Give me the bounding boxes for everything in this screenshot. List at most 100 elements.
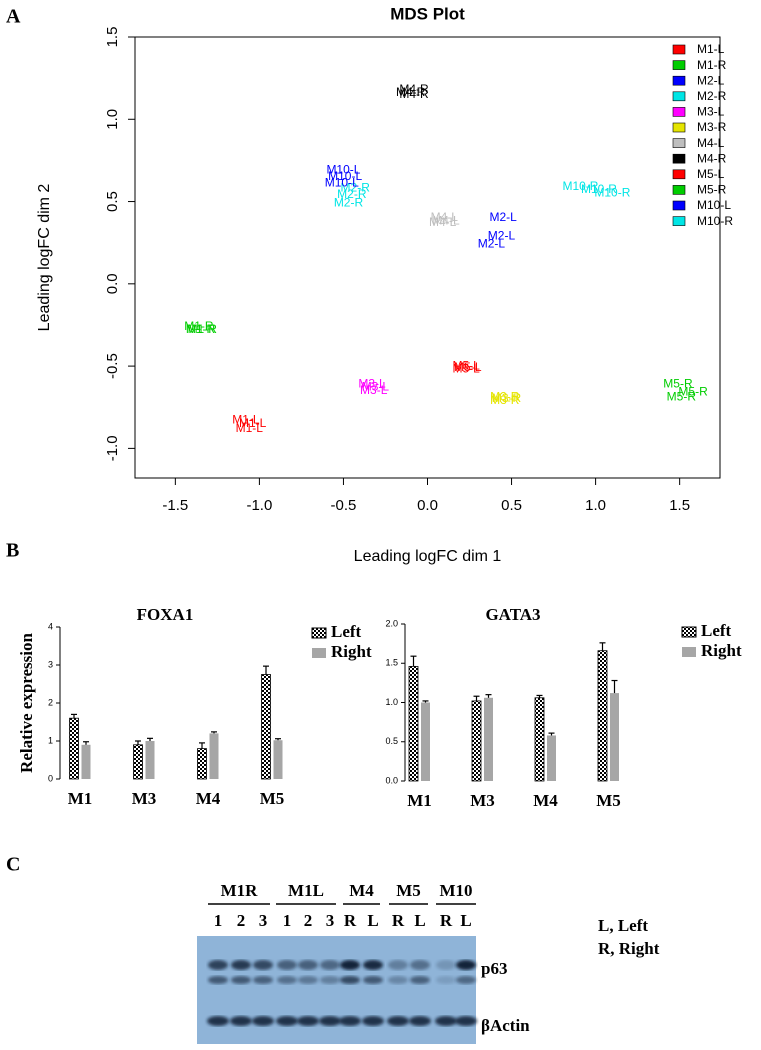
point-label: M3-L bbox=[362, 380, 390, 394]
y-tick-label: 1.0 bbox=[385, 697, 398, 707]
band bbox=[363, 960, 383, 970]
x-tick-label: M4 bbox=[196, 789, 221, 808]
y-tick-label: -0.5 bbox=[104, 353, 121, 379]
point-label: M3-R bbox=[492, 391, 522, 405]
legend-label: M1-L bbox=[697, 42, 725, 56]
bar bbox=[534, 697, 545, 782]
band bbox=[387, 1016, 409, 1026]
point-label: M5-R bbox=[678, 385, 708, 399]
error-bar bbox=[485, 694, 492, 698]
band bbox=[277, 976, 297, 984]
legend-swatch bbox=[672, 169, 686, 180]
point-label: M10-L bbox=[326, 162, 360, 176]
band bbox=[388, 976, 408, 984]
legend-swatch bbox=[672, 200, 686, 211]
error-bar bbox=[422, 700, 429, 703]
legend-label: Left bbox=[701, 621, 732, 640]
lane-label: R bbox=[440, 911, 453, 930]
group-label: M5 bbox=[396, 881, 421, 900]
x-tick-label: 0.5 bbox=[501, 497, 522, 514]
point-label: M4-R bbox=[396, 85, 426, 99]
x-tick-label: 1.0 bbox=[585, 497, 606, 514]
point-label: M5-L bbox=[454, 360, 482, 374]
error-bar bbox=[599, 642, 606, 651]
point-label: M4-L bbox=[429, 215, 457, 229]
legend-swatch bbox=[672, 216, 686, 226]
legend-label: Right bbox=[331, 642, 372, 661]
point-label: M1-R bbox=[186, 322, 216, 336]
bar bbox=[471, 700, 482, 782]
point-label: M1-L bbox=[236, 421, 264, 435]
point-label: M5-L bbox=[452, 358, 480, 372]
point-label: M2-L bbox=[489, 210, 517, 224]
point-label: M2-R bbox=[337, 187, 367, 201]
key-label: L, Left bbox=[598, 916, 648, 935]
error-bar bbox=[71, 713, 77, 719]
band bbox=[208, 960, 228, 970]
y-tick-label: 0.0 bbox=[104, 273, 121, 294]
bar bbox=[81, 744, 91, 779]
bar bbox=[197, 748, 207, 780]
bar bbox=[209, 733, 219, 779]
band bbox=[436, 976, 456, 984]
band bbox=[253, 976, 273, 984]
bar bbox=[261, 674, 271, 780]
y-tick-label: 3 bbox=[48, 659, 53, 669]
error-bar bbox=[473, 695, 480, 701]
y-tick-label: 0.5 bbox=[104, 191, 121, 212]
group-label: M10 bbox=[439, 881, 472, 900]
y-tick-label: 0.0 bbox=[385, 775, 398, 785]
band bbox=[320, 960, 340, 970]
group-label: M4 bbox=[349, 881, 374, 900]
band bbox=[319, 1016, 341, 1026]
band bbox=[410, 976, 430, 984]
legend-swatch bbox=[672, 185, 686, 195]
band bbox=[388, 960, 408, 970]
legend-label: M10-R bbox=[697, 214, 733, 228]
error-bar bbox=[548, 732, 555, 736]
band bbox=[298, 976, 318, 984]
y-tick-label: 2 bbox=[48, 697, 53, 707]
point-label: M4-L bbox=[432, 213, 460, 227]
point-label: M2-R bbox=[341, 181, 371, 195]
key-label: R, Right bbox=[598, 939, 660, 958]
point-label: M4-R bbox=[399, 87, 429, 101]
legend-label: M2-R bbox=[697, 89, 727, 103]
band bbox=[276, 1016, 298, 1026]
legend-label: M5-L bbox=[697, 167, 725, 181]
band bbox=[362, 1016, 384, 1026]
x-tick-label: 1.5 bbox=[669, 497, 690, 514]
plot-frame bbox=[134, 36, 721, 479]
lane-label: L bbox=[414, 911, 425, 930]
group-label: M1R bbox=[221, 881, 259, 900]
legend-swatch bbox=[672, 122, 686, 133]
point-label: M1-R bbox=[188, 322, 218, 336]
lane-label: L bbox=[367, 911, 378, 930]
band bbox=[436, 960, 456, 970]
lane-label: 3 bbox=[326, 911, 335, 930]
error-bar bbox=[263, 665, 269, 675]
band bbox=[455, 1016, 477, 1026]
error-bar bbox=[275, 738, 281, 741]
y-tick-label: 1.5 bbox=[104, 27, 121, 48]
x-tick-label: -0.5 bbox=[331, 497, 357, 514]
y-tick-label: 4 bbox=[48, 621, 53, 631]
band bbox=[320, 976, 340, 984]
legend-swatch bbox=[682, 647, 696, 657]
point-label: M1-R bbox=[184, 319, 214, 333]
legend-label: M10-L bbox=[697, 198, 731, 212]
band bbox=[231, 960, 251, 970]
band bbox=[252, 1016, 274, 1026]
lane-label: L bbox=[460, 911, 471, 930]
y-tick-label: 1.5 bbox=[385, 658, 398, 668]
y-tick-label: 2.0 bbox=[385, 618, 398, 628]
band bbox=[298, 960, 318, 970]
band bbox=[435, 1016, 457, 1026]
point-label: M5-R bbox=[663, 376, 693, 390]
bar bbox=[133, 744, 143, 780]
point-label: M10-R bbox=[594, 185, 630, 199]
y-tick-label: -1.0 bbox=[104, 435, 121, 461]
band bbox=[456, 960, 476, 970]
y-tick-label: 1 bbox=[48, 735, 53, 745]
